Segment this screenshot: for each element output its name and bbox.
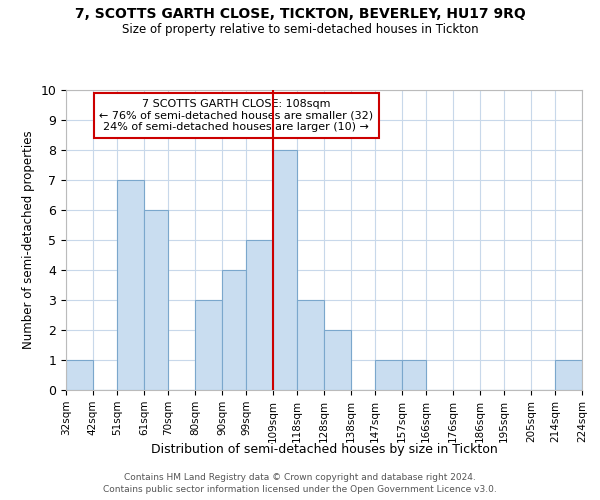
Bar — [246, 240, 273, 390]
Bar — [117, 180, 144, 390]
Bar — [195, 300, 222, 390]
Bar — [402, 360, 426, 390]
Bar — [222, 270, 246, 390]
Bar — [273, 150, 297, 390]
Bar — [297, 300, 324, 390]
Text: 7 SCOTTS GARTH CLOSE: 108sqm
← 76% of semi-detached houses are smaller (32)
24% : 7 SCOTTS GARTH CLOSE: 108sqm ← 76% of se… — [99, 99, 373, 132]
Text: Contains public sector information licensed under the Open Government Licence v3: Contains public sector information licen… — [103, 485, 497, 494]
Bar — [555, 360, 582, 390]
Text: Contains HM Land Registry data © Crown copyright and database right 2024.: Contains HM Land Registry data © Crown c… — [124, 472, 476, 482]
Text: Distribution of semi-detached houses by size in Tickton: Distribution of semi-detached houses by … — [151, 442, 497, 456]
Text: 7, SCOTTS GARTH CLOSE, TICKTON, BEVERLEY, HU17 9RQ: 7, SCOTTS GARTH CLOSE, TICKTON, BEVERLEY… — [74, 8, 526, 22]
Y-axis label: Number of semi-detached properties: Number of semi-detached properties — [22, 130, 35, 350]
Bar — [144, 210, 168, 390]
Bar — [66, 360, 93, 390]
Bar — [375, 360, 402, 390]
Bar — [324, 330, 351, 390]
Text: Size of property relative to semi-detached houses in Tickton: Size of property relative to semi-detach… — [122, 22, 478, 36]
